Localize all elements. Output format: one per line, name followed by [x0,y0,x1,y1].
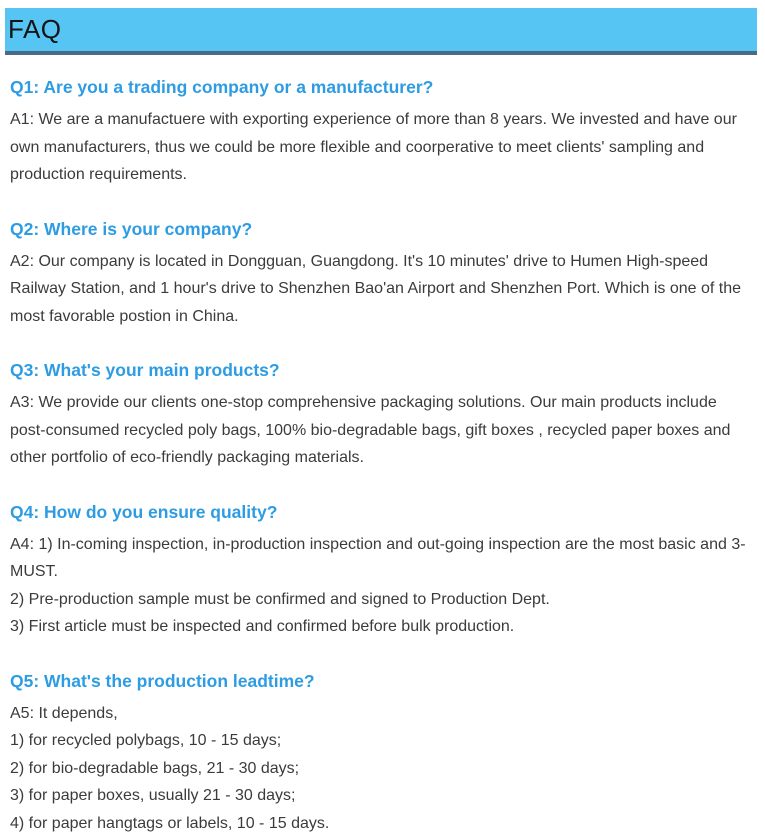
faq-question: Q4: How do you ensure quality? [10,501,753,523]
page-title: FAQ [8,14,62,45]
faq-question: Q5: What's the production leadtime? [10,670,753,692]
faq-answer-line: A3: We provide our clients one-stop comp… [10,389,753,472]
faq-item: Q1: Are you a trading company or a manuf… [10,76,753,189]
faq-answer: A3: We provide our clients one-stop comp… [10,389,753,472]
faq-question: Q2: Where is your company? [10,218,753,240]
faq-item: Q5: What's the production leadtime? A5: … [10,670,753,837]
faq-answer-line: 3) First article must be inspected and c… [10,613,753,641]
faq-content: Q1: Are you a trading company or a manuf… [0,55,765,837]
faq-answer-line: 3) for paper boxes, usually 21 - 30 days… [10,782,753,810]
faq-answer: A5: It depends,1) for recycled polybags,… [10,700,753,837]
faq-answer-line: 2) for bio-degradable bags, 21 - 30 days… [10,755,753,783]
faq-answer: A2: Our company is located in Dongguan, … [10,248,753,331]
faq-answer-line: A4: 1) In-coming inspection, in-producti… [10,531,753,586]
faq-answer-line: A1: We are a manufactuere with exporting… [10,106,753,189]
faq-item: Q4: How do you ensure quality? A4: 1) In… [10,501,753,641]
faq-answer: A4: 1) In-coming inspection, in-producti… [10,531,753,641]
faq-answer-line: 1) for recycled polybags, 10 - 15 days; [10,727,753,755]
faq-question: Q1: Are you a trading company or a manuf… [10,76,753,98]
faq-answer: A1: We are a manufactuere with exporting… [10,106,753,189]
faq-answer-line: 4) for paper hangtags or labels, 10 - 15… [10,810,753,837]
faq-answer-line: 2) Pre-production sample must be confirm… [10,586,753,614]
faq-question: Q3: What's your main products? [10,359,753,381]
faq-section-header: FAQ [5,8,757,55]
faq-answer-line: A2: Our company is located in Dongguan, … [10,248,753,331]
faq-item: Q2: Where is your company? A2: Our compa… [10,218,753,331]
faq-answer-line: A5: It depends, [10,700,753,728]
faq-item: Q3: What's your main products? A3: We pr… [10,359,753,472]
